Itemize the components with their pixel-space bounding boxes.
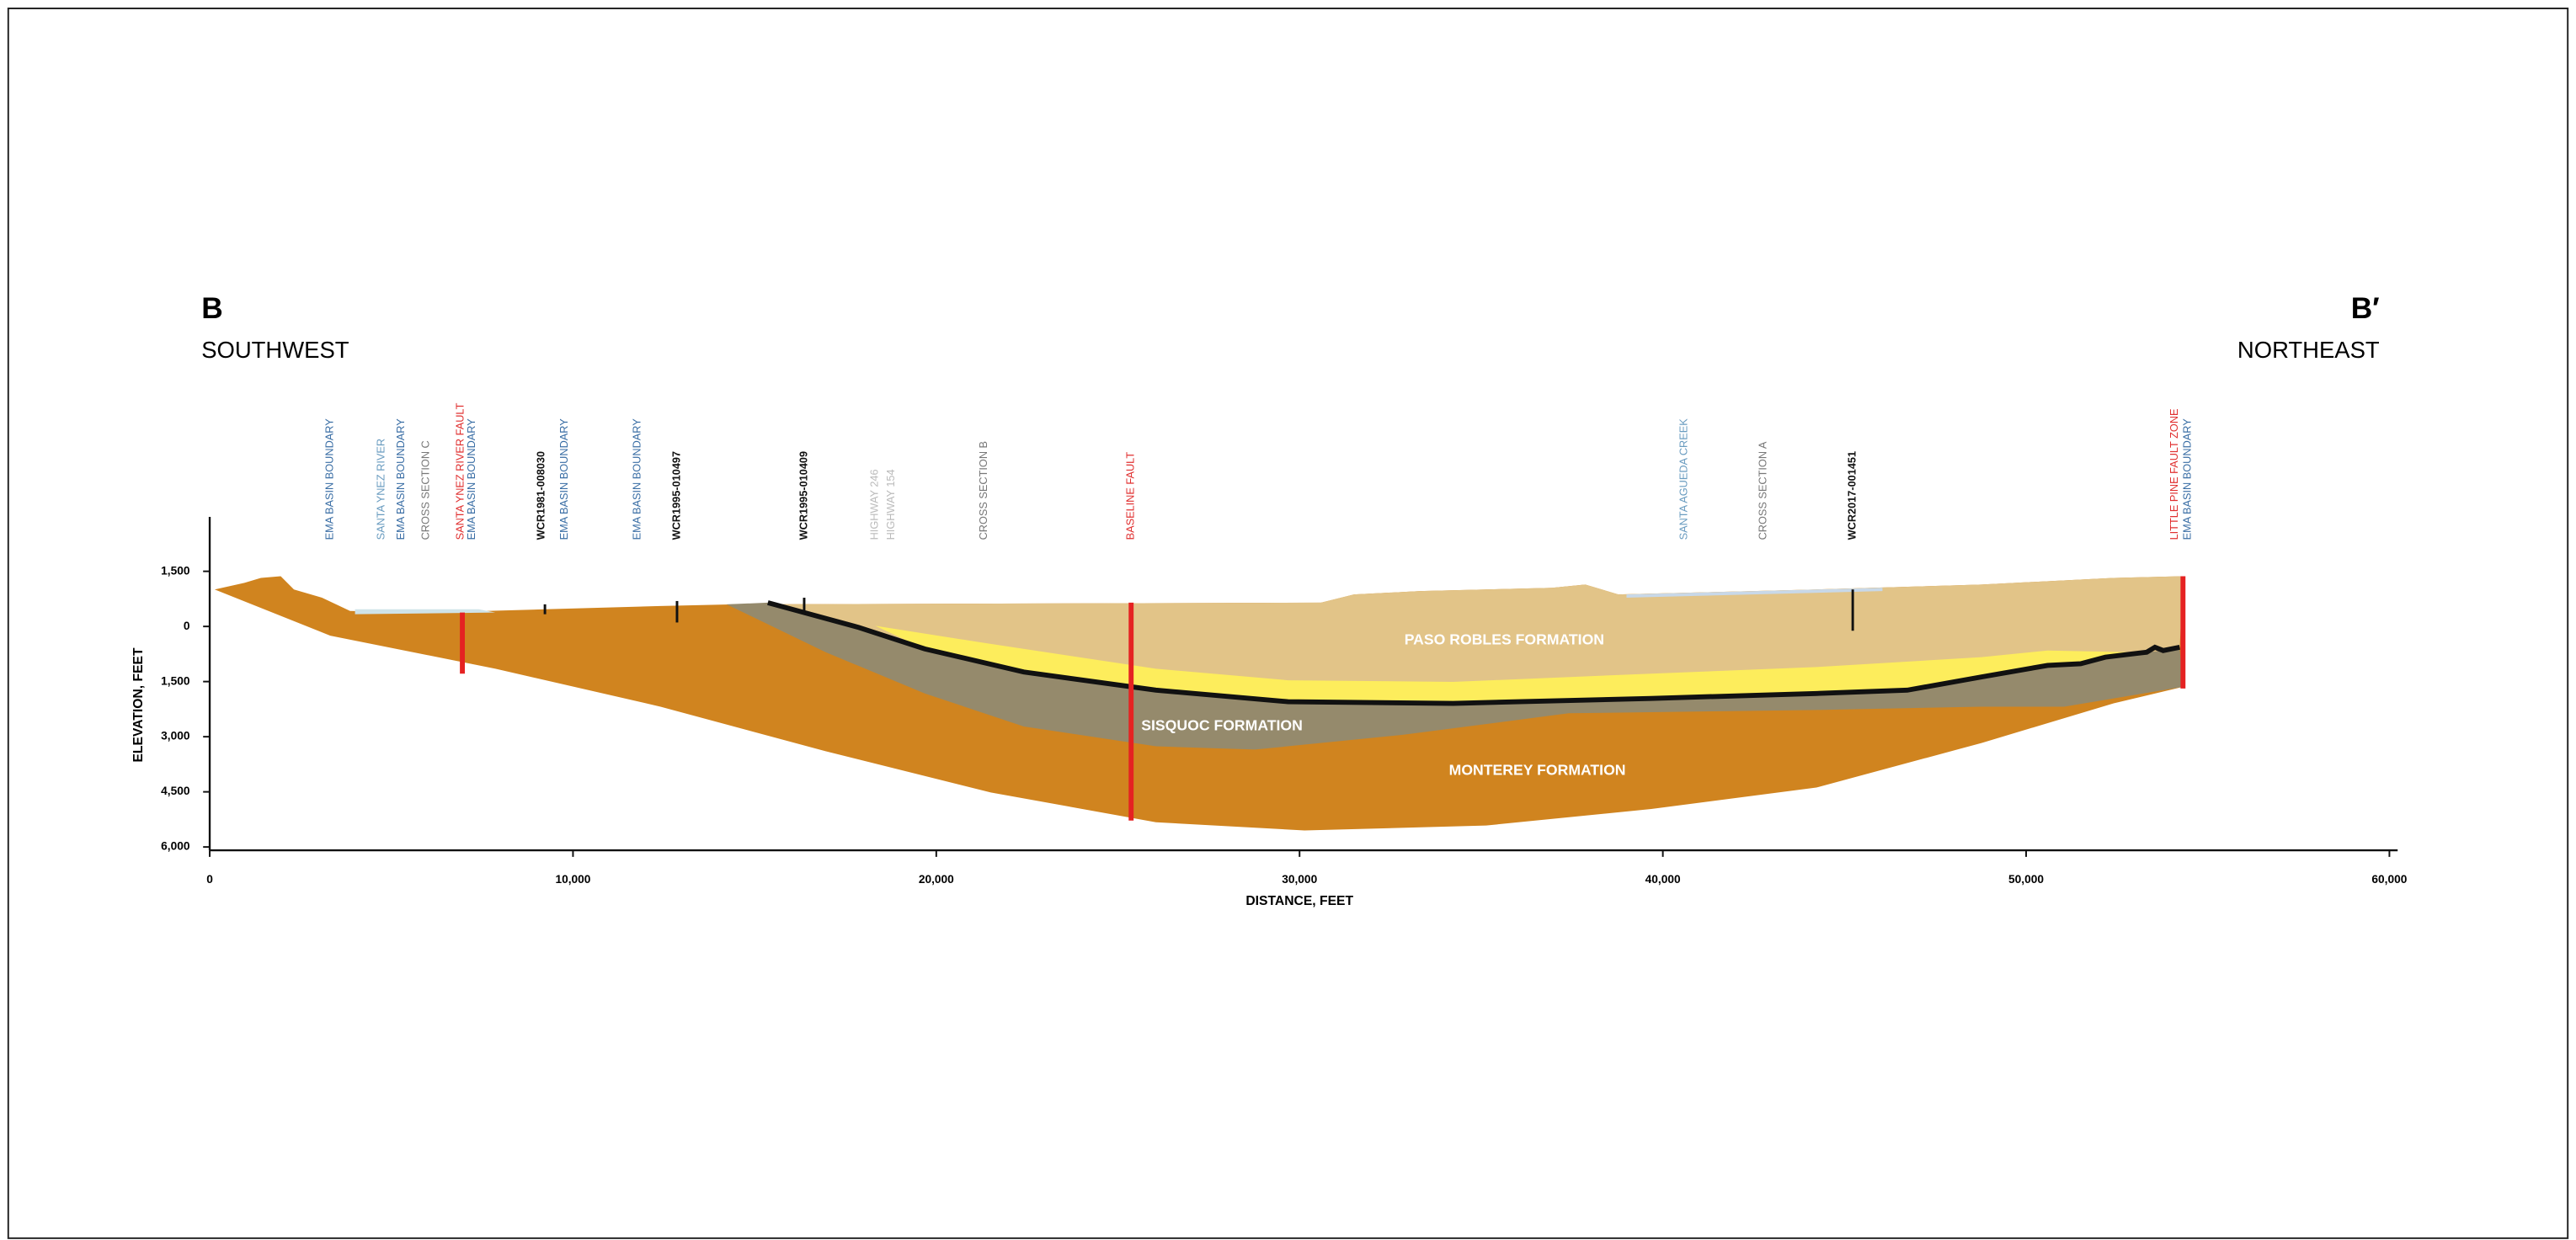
annotation: EMA BASIN BOUNDARY: [630, 418, 643, 540]
creek-deposit: [1626, 588, 1883, 599]
annotation: EMA BASIN BOUNDARY: [465, 418, 477, 540]
annotation: SANTA AGUEDA CREEK: [1677, 418, 1689, 540]
x-tick-label: 50,000: [2008, 873, 2044, 886]
annotation: EMA BASIN BOUNDARY: [557, 418, 570, 540]
y-tick-label: 3,000: [161, 730, 190, 742]
right-letter: B′: [2351, 292, 2380, 325]
x-tick-label: 0: [206, 873, 213, 886]
annotation: HIGHWAY 154: [884, 469, 897, 540]
x-tick-label: 40,000: [1645, 873, 1681, 886]
annotation: HIGHWAY 246: [868, 469, 881, 540]
y-tick-label: 6,000: [161, 840, 190, 853]
annotation: LITTLE PINE FAULT ZONE: [2168, 408, 2180, 540]
annotation: WCR1981-008030: [535, 451, 547, 540]
sand-layer: [875, 625, 2131, 704]
left-letter: B: [201, 292, 222, 325]
annotation: BASELINE FAULT: [1124, 452, 1137, 540]
formation-label: SISQUOC FORMATION: [1141, 717, 1303, 734]
frame: [7, 8, 2569, 1239]
contact-line: [767, 600, 2180, 706]
x-axis-label: DISTANCE, FEET: [1245, 894, 1353, 908]
formation-label: MONTEREY FORMATION: [1449, 762, 1626, 779]
x-tick-label: 10,000: [555, 873, 590, 886]
right-direction: NORTHEAST: [2237, 337, 2380, 363]
annotation: EMA BASIN BOUNDARY: [323, 418, 336, 540]
y-tick-label: 1,500: [161, 674, 190, 687]
left-direction: SOUTHWEST: [201, 337, 349, 363]
formation-label: PASO ROBLES FORMATION: [1405, 631, 1604, 648]
annotation: SANTA YNEZ RIVER FAULT: [453, 402, 466, 540]
x-tick-label: 30,000: [1282, 873, 1317, 886]
y-tick-label: 1,500: [161, 564, 190, 577]
annotation: CROSS SECTION A: [1757, 441, 1769, 540]
annotation: WCR1995-010497: [669, 451, 682, 540]
annotation: SANTA YNEZ RIVER: [374, 439, 387, 540]
x-tick-label: 60,000: [2371, 873, 2407, 886]
sisquoc-formation: [726, 602, 2184, 750]
annotation: WCR2017-001451: [1845, 451, 1858, 540]
annotation: WCR1995-010409: [797, 451, 809, 540]
annotation: CROSS SECTION C: [419, 440, 431, 540]
y-tick-label: 0: [184, 620, 190, 632]
y-axis-label: ELEVATION, FEET: [131, 647, 146, 763]
y-tick-label: 4,500: [161, 785, 190, 797]
x-tick-label: 20,000: [919, 873, 954, 886]
annotation: CROSS SECTION B: [977, 441, 989, 540]
annotation: EMA BASIN BOUNDARY: [394, 418, 407, 540]
annotation: EMA BASIN BOUNDARY: [2181, 418, 2194, 540]
